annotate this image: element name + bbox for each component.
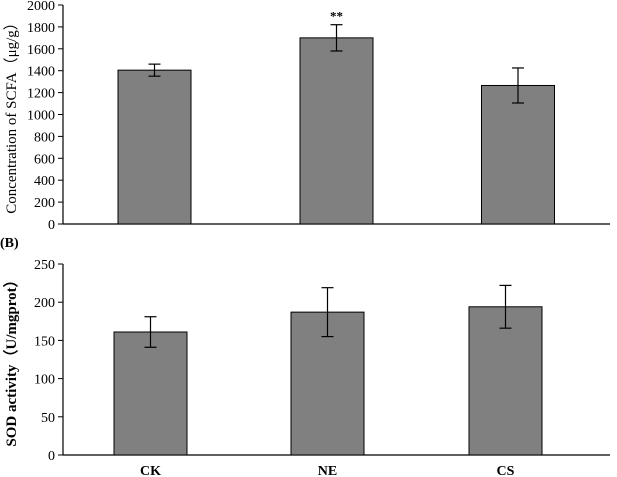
y-axis-title: Concentration of SCFA（μg/g） (3, 15, 20, 214)
y-tick-label: 50 (41, 411, 55, 426)
y-tick-label: 150 (34, 334, 55, 349)
x-category-label: CK (140, 464, 161, 477)
y-tick-label: 600 (34, 152, 55, 167)
y-tick-label: 800 (34, 130, 55, 145)
y-tick-label: 0 (48, 218, 55, 233)
bar-ck (113, 331, 188, 456)
y-tick-label: 1200 (27, 87, 55, 102)
y-tick-label: 250 (34, 258, 55, 273)
y-tick-label: 200 (34, 296, 55, 311)
bar-ne (299, 37, 374, 225)
significance-annotation: ** (330, 9, 343, 24)
x-category-label: CS (497, 464, 515, 477)
bar-cs (468, 306, 543, 456)
x-category-label: NE (318, 464, 337, 477)
chart-panel-2: 0 50 100 150 200 250 CK NE CS SOD activity（U/mgpr… (0, 236, 610, 477)
y-tick-label: 100 (34, 373, 55, 388)
panel-label: (B) (0, 236, 19, 251)
y-tick-label: 1800 (27, 21, 55, 36)
chart-panel-1: 0 200 400 600 800 1000 1200 1400 1600 1800 2000 ** C… (3, 0, 610, 233)
y-tick-label: 1000 (27, 109, 55, 124)
y-tick-label: 200 (34, 196, 55, 211)
y-tick-label: 0 (48, 449, 55, 464)
y-tick-label: 2000 (27, 0, 55, 14)
bar-ne (290, 311, 365, 456)
bar-cs (481, 84, 555, 225)
y-tick-label: 400 (34, 174, 55, 189)
y-tick-label: 1600 (27, 43, 55, 58)
bar-ck (117, 69, 192, 225)
y-tick-label: 1400 (27, 65, 55, 80)
y-axis-title: SOD activity（U/mgprot） (2, 272, 20, 446)
